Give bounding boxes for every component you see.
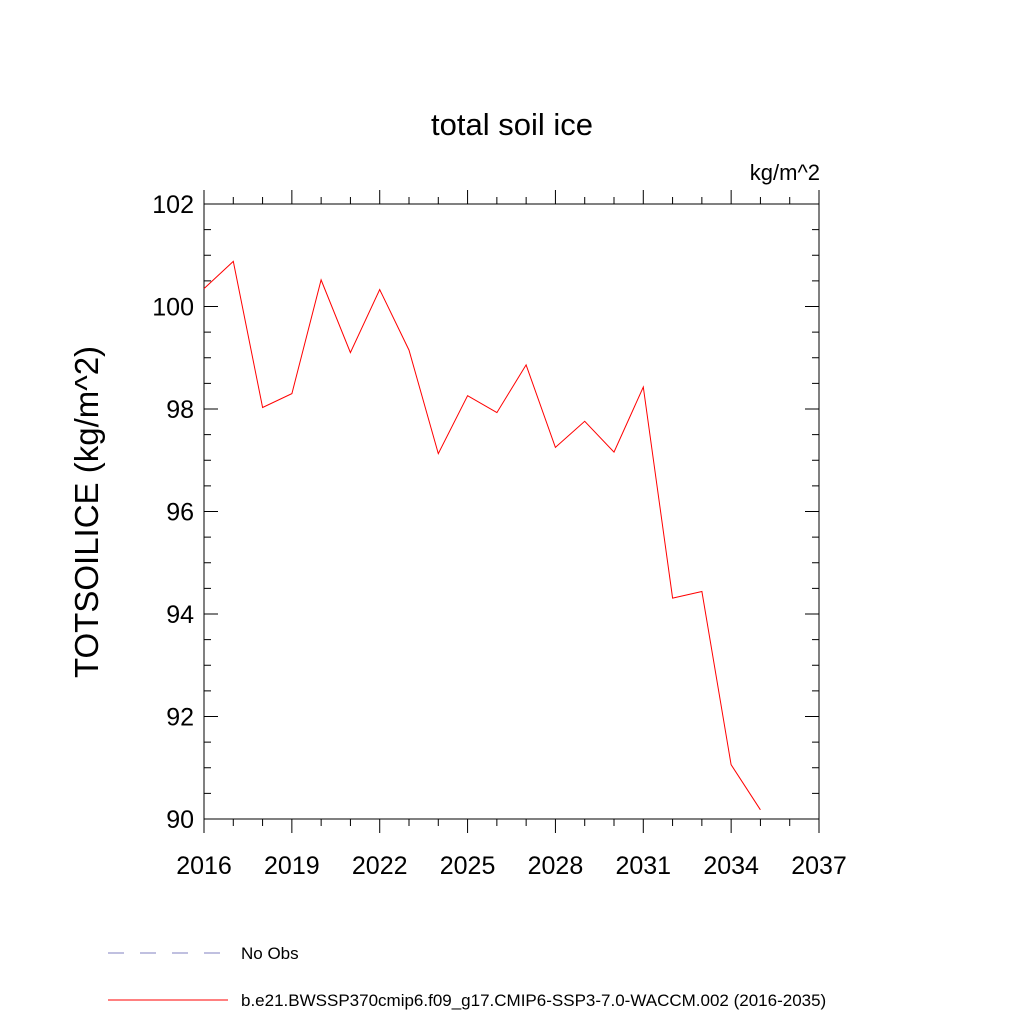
y-tick-label: 98 xyxy=(166,396,194,424)
units-label: kg/m^2 xyxy=(750,160,820,185)
x-tick-label: 2037 xyxy=(791,852,847,880)
x-tick-label: 2025 xyxy=(440,852,496,880)
x-tick-label: 2031 xyxy=(615,852,671,880)
x-tick-label: 2016 xyxy=(176,852,232,880)
y-tick-label: 94 xyxy=(166,601,194,629)
y-tick-label: 96 xyxy=(166,499,194,527)
x-tick-label: 2022 xyxy=(352,852,408,880)
y-tick-label: 100 xyxy=(152,294,194,322)
chart-title: total soil ice xyxy=(431,107,593,142)
y-axis-label: TOTSOILICE (kg/m^2) xyxy=(68,346,105,678)
legend-label: b.e21.BWSSP370cmip6.f09_g17.CMIP6-SSP3-7… xyxy=(241,991,826,1010)
x-tick-label: 2028 xyxy=(528,852,584,880)
plot-frame xyxy=(203,203,820,820)
x-tick-label: 2034 xyxy=(703,852,759,880)
y-tick-label: 90 xyxy=(166,806,194,834)
y-tick-label: 102 xyxy=(152,191,194,219)
legend-label: No Obs xyxy=(241,944,299,963)
series-line xyxy=(203,260,761,811)
x-tick-label: 2019 xyxy=(264,852,320,880)
y-tick-label: 92 xyxy=(166,704,194,732)
